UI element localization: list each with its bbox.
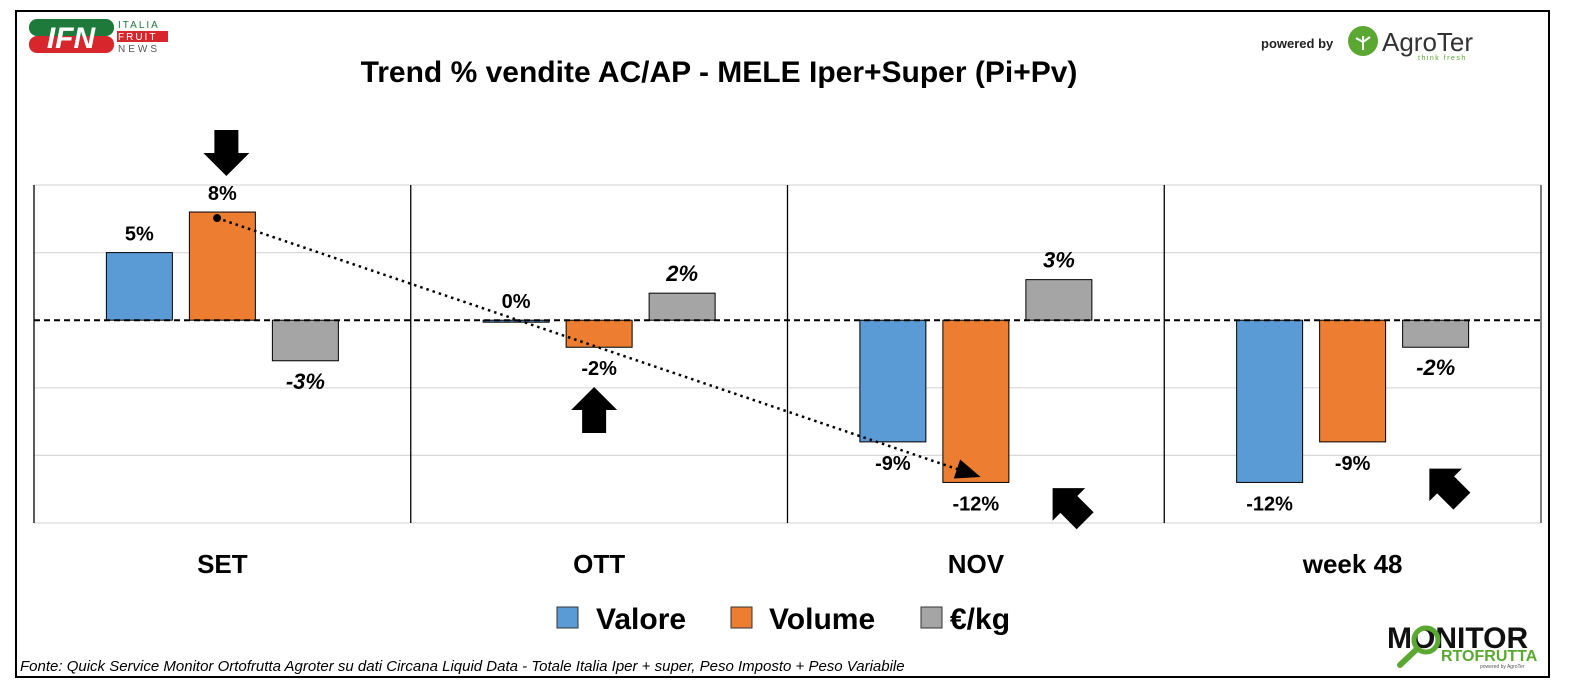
magnifier-icon xyxy=(1411,625,1441,655)
data-label: -2% xyxy=(581,358,617,380)
ifn-logo-line1: ITALIA xyxy=(118,20,160,31)
data-label: 2% xyxy=(665,261,698,286)
data-label: -3% xyxy=(286,369,325,394)
bar-valore-set xyxy=(105,252,173,321)
agroter-tree-trunk-icon xyxy=(1355,36,1371,50)
legend-label: €/kg xyxy=(950,603,1010,636)
monitor-logo-tagline: powered by AgroTer xyxy=(1480,664,1525,670)
bar-volume-week48 xyxy=(1319,319,1387,443)
ifn-logo: IFN ITALIA FRUIT NEWS xyxy=(29,19,168,55)
category-dividers xyxy=(33,185,1542,523)
powered-by-label: powered by xyxy=(1261,36,1334,51)
bar-valore-nov xyxy=(859,319,927,443)
monitor-logo-line2: RTOFRUTTA xyxy=(1441,648,1538,665)
ifn-logo-fruit-bg xyxy=(117,31,168,42)
agroter-tagline: think fresh xyxy=(1418,55,1467,62)
legend: Valore Volume €/kg xyxy=(556,603,1010,636)
bar-kg-set xyxy=(271,319,339,362)
annotations xyxy=(203,130,1471,530)
bar-volume-ott xyxy=(565,319,633,348)
monitor-ortofrutta-logo: MONITOR RTOFRUTTA powered by AgroTer xyxy=(1387,622,1538,670)
arrow-up-left-icon xyxy=(1429,468,1471,510)
ifn-logo-line3: NEWS xyxy=(118,44,160,55)
bar-kg-nov xyxy=(1025,279,1093,321)
bar-valore-week48 xyxy=(1236,319,1304,483)
ifn-logo-mark: IFN xyxy=(47,22,97,55)
data-label: 3% xyxy=(1043,248,1075,273)
legend-item: Volume xyxy=(730,603,875,636)
agroter-name: AgroTer xyxy=(1382,27,1473,57)
data-labels: 5% 8% -3% 0% -2% 2% -9% -12% 3% -12% -9% -2% xyxy=(125,183,1455,515)
bar-kg-week48 xyxy=(1402,319,1470,348)
legend-label: Volume xyxy=(769,603,875,636)
legend-swatch xyxy=(556,606,579,629)
ifn-logo-line2: FRUIT xyxy=(118,32,157,43)
category-label: OTT xyxy=(573,549,625,579)
monitor-logo-line1: MONITOR xyxy=(1387,622,1528,655)
data-label: -12% xyxy=(1246,493,1293,515)
legend-item: €/kg xyxy=(920,603,1010,636)
category-labels: SET OTT NOV week 48 xyxy=(197,549,1402,579)
arrow-up-left-icon xyxy=(1052,488,1094,530)
legend-swatch xyxy=(730,606,753,629)
bar-volume-nov xyxy=(942,319,1010,483)
data-label: -12% xyxy=(953,493,1000,515)
arrow-up-icon xyxy=(571,387,618,433)
bar-kg-ott xyxy=(648,292,716,321)
data-label: -9% xyxy=(1335,453,1371,475)
arrow-down-icon xyxy=(203,130,250,176)
source-note: Fonte: Quick Service Monitor Ortofrutta … xyxy=(20,658,905,675)
legend-item: Valore xyxy=(556,603,686,636)
chart-title: Trend % vendite AC/AP - MELE Iper+Super … xyxy=(361,56,1078,89)
legend-label: Valore xyxy=(596,603,686,636)
data-label: 8% xyxy=(208,183,237,205)
data-label: -9% xyxy=(875,453,911,475)
category-label: NOV xyxy=(948,549,1005,579)
bar-volume-set xyxy=(188,211,256,321)
category-label: SET xyxy=(197,549,248,579)
category-label: week 48 xyxy=(1302,549,1403,579)
data-label: 5% xyxy=(125,224,154,246)
ifn-logo-red xyxy=(29,36,114,53)
legend-swatch xyxy=(920,606,943,629)
agroter-logo: powered by AgroTer think fresh xyxy=(1261,26,1473,62)
ifn-logo-green xyxy=(29,19,114,36)
data-label: 0% xyxy=(502,291,531,313)
magnifier-handle-icon xyxy=(1397,646,1420,668)
chart-frame xyxy=(15,10,1550,678)
data-label: -2% xyxy=(1416,355,1455,380)
